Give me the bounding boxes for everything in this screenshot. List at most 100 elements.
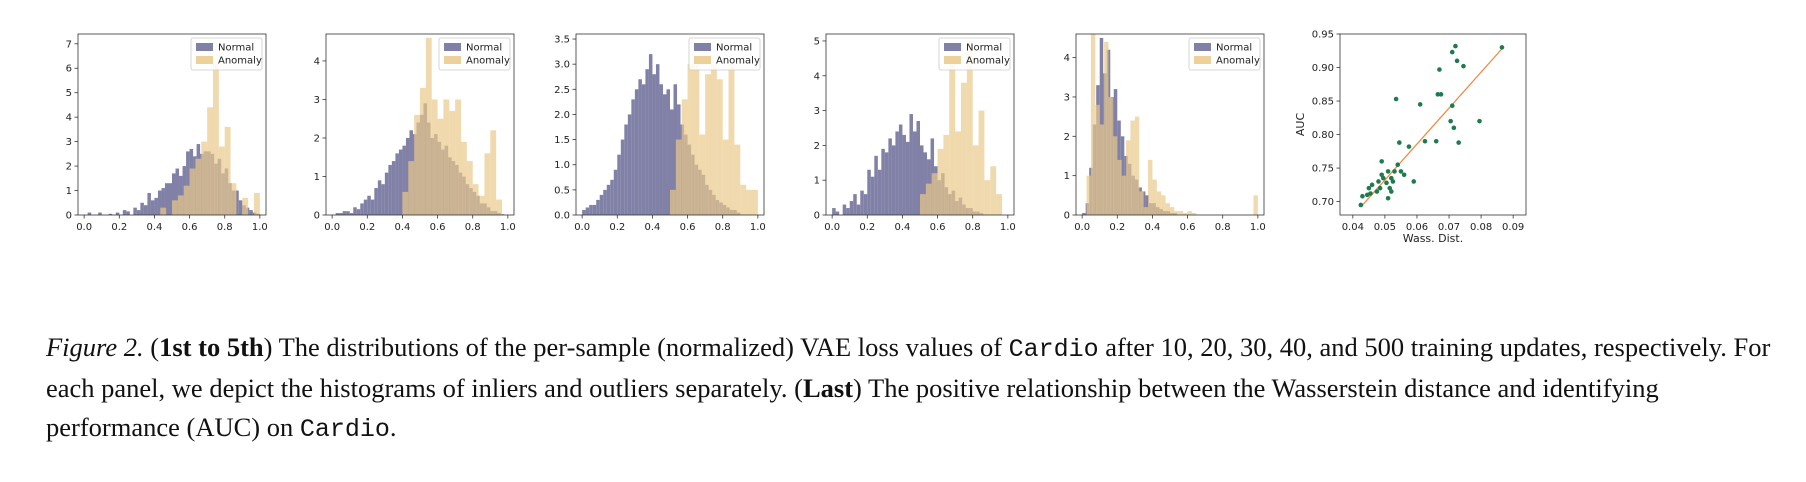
scatter-point bbox=[1406, 144, 1412, 149]
scatter-point bbox=[1366, 185, 1372, 191]
scatter-point bbox=[1461, 63, 1466, 69]
histogram-bar bbox=[867, 169, 871, 215]
histogram-bar bbox=[1099, 124, 1105, 215]
legend-label-normal: Normal bbox=[466, 43, 502, 54]
y-tick-label: 0.0 bbox=[554, 211, 570, 222]
histogram-bar bbox=[877, 169, 882, 215]
y-tick-label: 0 bbox=[814, 211, 820, 222]
caption-segment: ) The distributions of the per-sample (n… bbox=[263, 332, 1009, 362]
histogram-bar bbox=[388, 164, 392, 215]
histogram-bar bbox=[230, 183, 237, 215]
histogram-bar bbox=[716, 79, 723, 215]
histogram-bar bbox=[978, 110, 985, 215]
scatter-point bbox=[1389, 189, 1394, 194]
histogram-bar bbox=[1187, 211, 1192, 215]
histogram-bar bbox=[923, 152, 928, 215]
scatter-point bbox=[1397, 140, 1402, 145]
x-tick-label: 0.4 bbox=[146, 222, 162, 233]
axes-frame bbox=[1075, 33, 1265, 216]
histogram-bar bbox=[943, 134, 950, 215]
legend: Normal Anomaly bbox=[688, 37, 761, 71]
histogram-bar bbox=[431, 99, 438, 215]
y-tick-label: 4 bbox=[814, 71, 820, 82]
histogram-bar bbox=[1117, 159, 1122, 215]
histogram-bar bbox=[596, 199, 600, 215]
scatter-point bbox=[1380, 175, 1386, 181]
y-tick-label: 4 bbox=[66, 113, 72, 124]
histogram-bar bbox=[1161, 195, 1166, 215]
histogram-bar bbox=[224, 126, 231, 215]
histogram-bar bbox=[631, 99, 635, 215]
histogram-bar bbox=[1183, 213, 1188, 215]
histogram-bar bbox=[136, 210, 141, 215]
histogram-bar bbox=[1152, 179, 1157, 215]
x-tick-label: 0.6 bbox=[430, 222, 446, 233]
histogram-bar bbox=[645, 69, 649, 215]
x-tick-label: 1.0 bbox=[500, 222, 516, 233]
histogram-bar bbox=[673, 84, 678, 216]
x-tick-label: 0.6 bbox=[930, 222, 946, 233]
histogram-bar bbox=[902, 134, 906, 215]
legend-label-anomaly: Anomaly bbox=[466, 56, 510, 67]
histogram-bar bbox=[589, 204, 593, 215]
scatter-point bbox=[1454, 58, 1460, 64]
scatter-point bbox=[1417, 102, 1423, 107]
legend-swatch-anomaly bbox=[694, 56, 711, 64]
legend: Normal Anomaly bbox=[438, 37, 511, 71]
x-tick-label: 0.05 bbox=[1374, 222, 1396, 233]
legend-label-anomaly: Anomaly bbox=[218, 56, 262, 67]
histogram-bar bbox=[912, 131, 917, 215]
scatter-point bbox=[1392, 169, 1397, 174]
x-tick-label: 0.8 bbox=[1215, 222, 1231, 233]
histogram-bar bbox=[218, 146, 225, 215]
y-tick-label: 2 bbox=[314, 133, 320, 144]
histogram-bar bbox=[870, 176, 875, 215]
histogram-bar bbox=[624, 124, 628, 215]
y-tick-label: 0.80 bbox=[1312, 130, 1334, 141]
histogram-bar bbox=[1145, 195, 1149, 215]
scatter-point bbox=[1456, 140, 1461, 145]
y-tick-label: 4 bbox=[314, 56, 320, 67]
scatter-point bbox=[1435, 92, 1441, 97]
scatter-point bbox=[1433, 138, 1439, 144]
histogram-bar bbox=[648, 54, 653, 215]
caption-segment: ) The positive relationship between the … bbox=[46, 373, 1659, 442]
legend-label-normal: Normal bbox=[966, 43, 1002, 54]
x-tick-label: 0.4 bbox=[1144, 222, 1160, 233]
histogram-bar bbox=[460, 141, 467, 215]
histogram-bar bbox=[147, 192, 151, 215]
y-tick-label: 2 bbox=[814, 141, 820, 152]
histogram-bar bbox=[842, 204, 847, 215]
scatter-point bbox=[1377, 185, 1383, 191]
histogram-bar bbox=[172, 200, 178, 215]
legend: Normal Anomaly bbox=[938, 37, 1011, 71]
histogram-bar bbox=[1165, 203, 1170, 215]
x-tick-label: 0.0 bbox=[324, 222, 340, 233]
x-tick-label: 0.8 bbox=[965, 222, 981, 233]
histogram-bar bbox=[666, 89, 670, 215]
histogram-bar bbox=[183, 185, 190, 215]
histogram-bar bbox=[1082, 213, 1086, 215]
legend-swatch-normal bbox=[944, 43, 961, 51]
histogram-bar bbox=[949, 58, 956, 215]
scatter-point bbox=[1395, 162, 1401, 168]
histogram-bar bbox=[881, 148, 885, 215]
caption-segment: Last bbox=[802, 373, 854, 403]
histogram-bar bbox=[381, 184, 385, 215]
histogram-bar bbox=[620, 139, 625, 215]
histogram-bar bbox=[746, 189, 752, 215]
scatter-point bbox=[1393, 96, 1399, 102]
histogram-bar bbox=[414, 114, 420, 215]
histogram-bar bbox=[659, 84, 663, 216]
histogram-bar bbox=[405, 137, 410, 215]
histogram-bar bbox=[437, 118, 444, 215]
histogram-bar bbox=[960, 82, 967, 215]
x-tick-label: 1.0 bbox=[1250, 222, 1266, 233]
histogram-bar bbox=[603, 189, 607, 215]
histogram-bar bbox=[681, 99, 688, 215]
histogram-bar bbox=[751, 189, 758, 215]
caption-text: (1st to 5th) The distributions of the pe… bbox=[46, 332, 1770, 444]
histogram-bar bbox=[1178, 211, 1184, 215]
histogram-bar bbox=[920, 145, 924, 215]
histogram-bar bbox=[172, 173, 176, 215]
